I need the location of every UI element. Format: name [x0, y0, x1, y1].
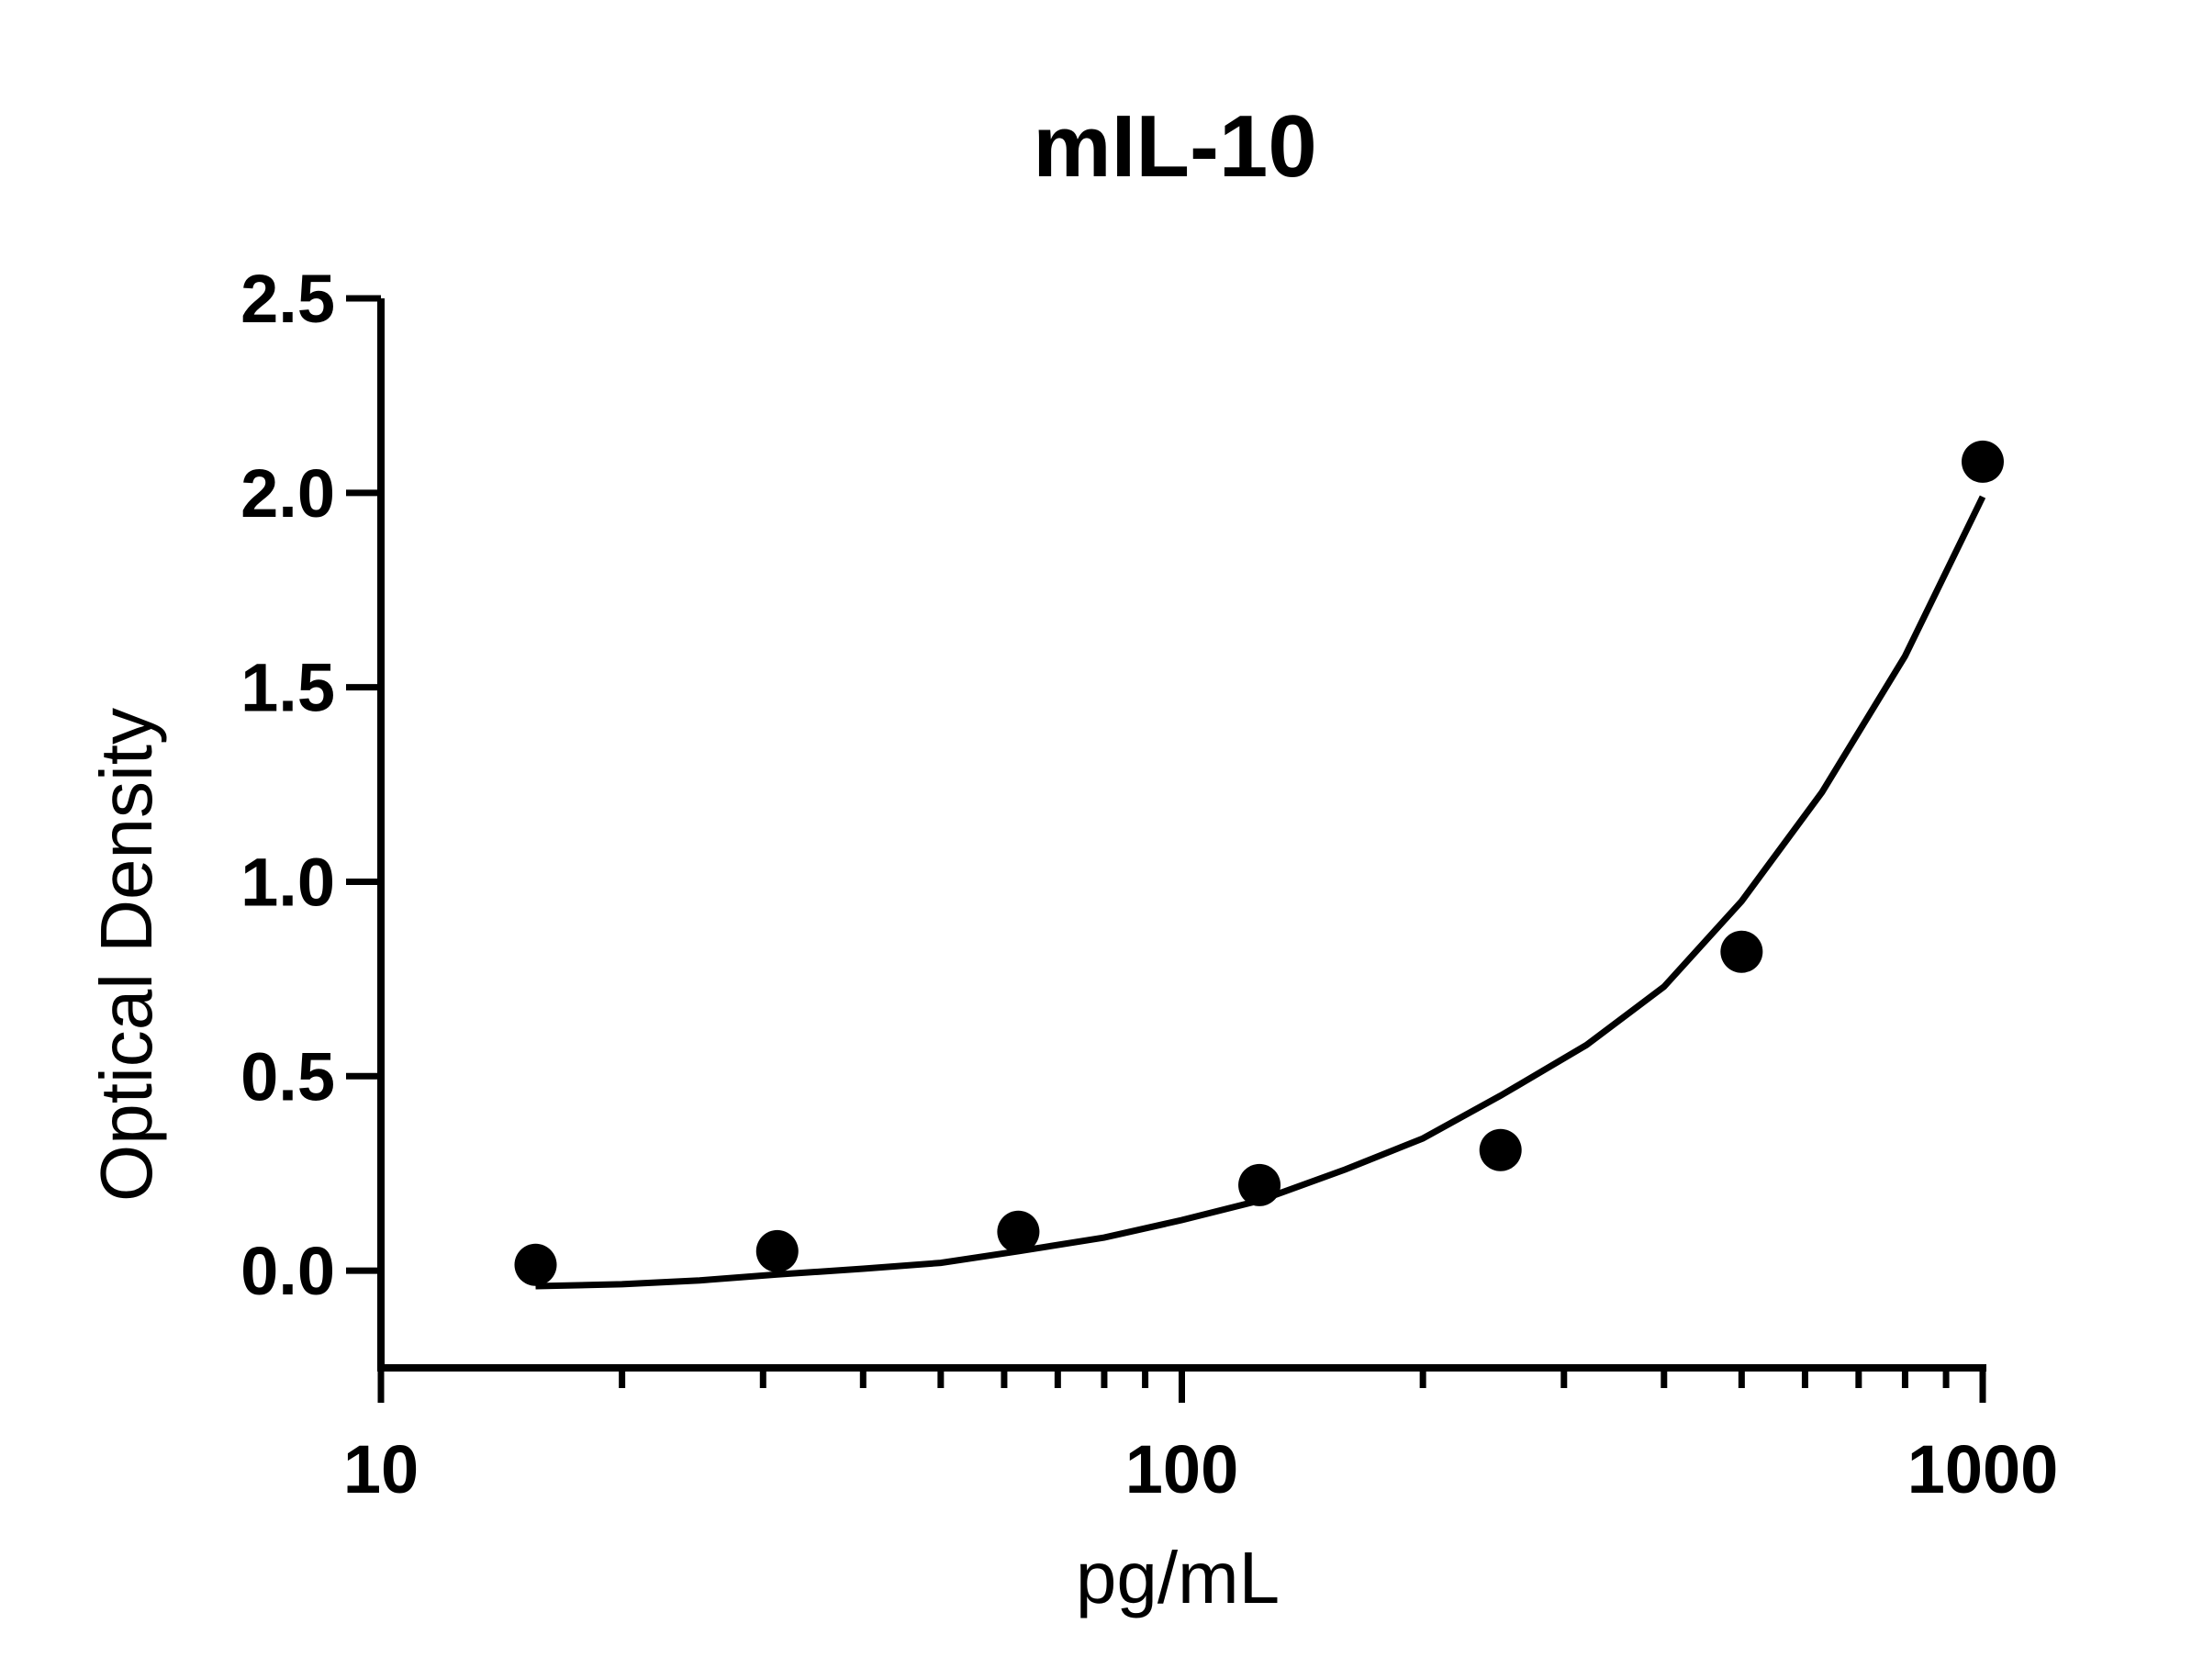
data-point [755, 1229, 799, 1272]
data-point [1238, 1163, 1281, 1206]
x-tick-label: 10 [343, 1431, 419, 1507]
chart-title: mIL-10 [1033, 97, 1316, 196]
y-axis-label: Optical Density [85, 708, 167, 1202]
x-tick-label: 100 [1125, 1431, 1238, 1507]
data-points [514, 440, 2004, 1286]
y-ticks: 0.0 0.5 1.0 1.5 2.0 2.5 [240, 261, 381, 1309]
data-point [1962, 440, 2004, 483]
data-point [1479, 1128, 1522, 1171]
x-axis-label: pg/mL [1076, 1537, 1280, 1618]
data-point [1720, 930, 1763, 973]
y-tick-label: 2.0 [240, 455, 335, 532]
y-tick-label: 1.5 [240, 650, 335, 726]
y-tick-label: 1.0 [240, 844, 335, 920]
data-point [997, 1210, 1040, 1253]
x-tick-label: 1000 [1907, 1431, 2059, 1507]
axes [377, 298, 1986, 1372]
y-tick-label: 0.5 [240, 1038, 335, 1114]
y-tick-label: 0.0 [240, 1233, 335, 1309]
x-ticks: 10 100 1000 [343, 1368, 2058, 1507]
data-point [514, 1243, 557, 1286]
y-tick-label: 2.5 [240, 261, 335, 337]
